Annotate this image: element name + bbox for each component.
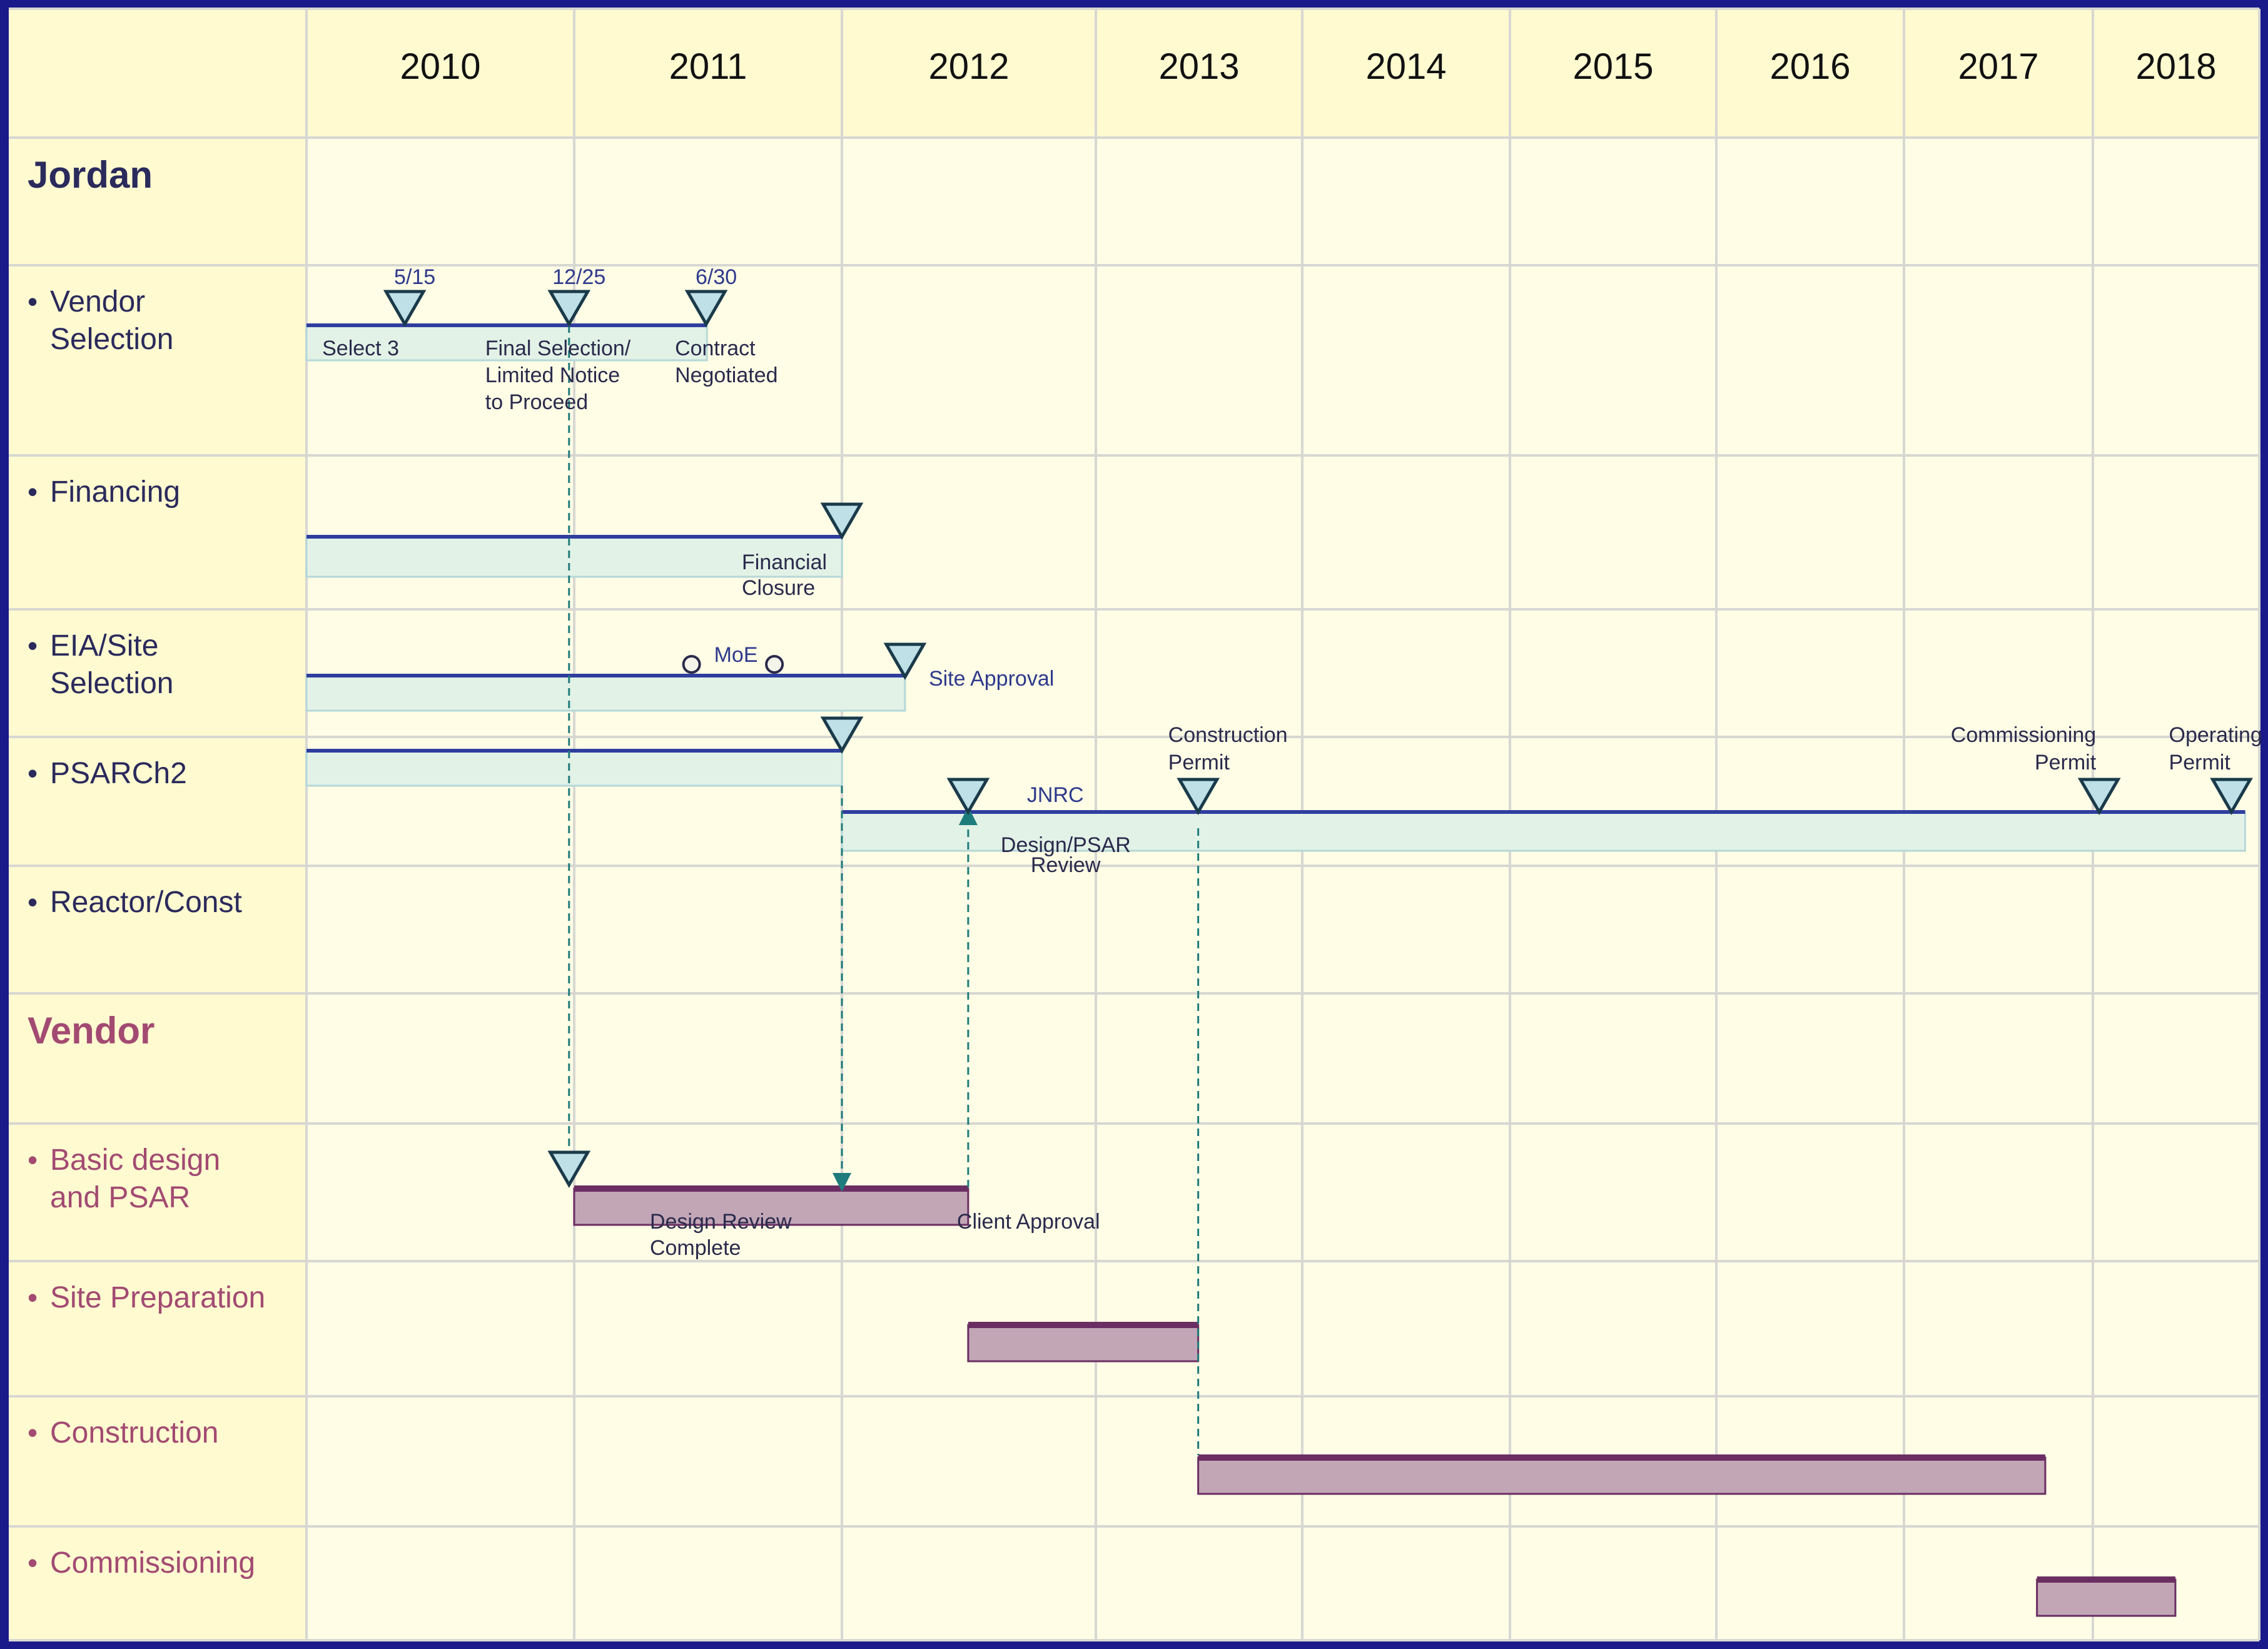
section-label-vendor: Vendor — [28, 1010, 154, 1052]
milestone-caption: Site Approval — [929, 667, 1054, 691]
milestone-caption: to Proceed — [485, 390, 588, 414]
bullet-icon: • — [28, 1144, 38, 1176]
milestone-caption: Operating — [2169, 723, 2262, 747]
circle-marker-icon — [765, 655, 784, 674]
bullet-icon: • — [28, 1546, 38, 1579]
task-bar-body — [841, 811, 2246, 852]
year-label-2010: 2010 — [400, 46, 480, 87]
task-bar-jnrc-design-psar-review — [841, 810, 2246, 852]
milestone-triangle-icon — [547, 1150, 591, 1189]
milestone-triangle-icon — [684, 290, 728, 328]
backgrounds — [9, 9, 2259, 1640]
milestone-triangle-icon — [383, 290, 427, 328]
milestones — [383, 290, 2253, 1189]
task-bar-site-preparation — [967, 1322, 1200, 1362]
year-label-2018: 2018 — [2135, 46, 2216, 87]
row-label: Vendor — [50, 285, 145, 318]
milestone-triangle-icon — [2210, 778, 2253, 816]
milestone-date-label: 6/30 — [696, 265, 737, 289]
row-label: Selection — [50, 323, 173, 356]
milestone-triangle-icon — [946, 778, 990, 816]
task-bar-body — [305, 749, 843, 787]
milestone-caption: Contract — [675, 337, 756, 360]
year-headers: 2010 2011 2012 2013 2014 2015 2016 2017 2018 — [400, 46, 2216, 87]
task-bar-body — [305, 324, 708, 362]
milestone-date-label: 5/15 — [394, 265, 435, 289]
bullet-icon: • — [28, 886, 38, 918]
dependency-lines — [568, 325, 1200, 1455]
year-label-2016: 2016 — [1769, 46, 1850, 87]
year-header-band — [9, 9, 2259, 138]
milestone-caption: Permit — [2169, 751, 2231, 774]
milestone-caption: Commissioning — [1951, 723, 2096, 747]
milestone-caption: Select 3 — [322, 337, 399, 360]
task-bar-financing — [305, 535, 843, 578]
task-bar-vendor-selection — [305, 323, 708, 362]
year-label-2017: 2017 — [1958, 46, 2038, 87]
task-bar-psarch2 — [305, 749, 843, 787]
task-bar-body — [305, 535, 843, 578]
bullet-icon: • — [28, 475, 38, 508]
row-label: Basic design — [50, 1144, 220, 1177]
milestone-caption: Permit — [2035, 751, 2097, 774]
milestone-caption: Review — [1031, 853, 1101, 877]
bar-annotation: Complete — [650, 1236, 741, 1260]
row-label: Commissioning — [50, 1546, 255, 1580]
row-label: PSARCh2 — [50, 757, 187, 790]
section-label-jordan: Jordan — [28, 154, 153, 196]
milestone-caption: Financial — [742, 551, 827, 574]
milestone-triangle-icon — [1177, 778, 1220, 816]
year-label-2015: 2015 — [1572, 46, 1653, 87]
bullet-icon: • — [28, 285, 38, 318]
bullet-icon: • — [28, 1281, 38, 1314]
milestone-triangle-icon — [547, 290, 591, 328]
bullet-icon: • — [28, 629, 38, 662]
year-label-2013: 2013 — [1158, 46, 1239, 87]
row-label: EIA/Site — [50, 629, 158, 662]
task-bar-body — [305, 674, 906, 712]
milestone-triangle-icon — [2077, 778, 2121, 816]
row-label: Construction — [50, 1416, 218, 1449]
task-bar-basic-design-and-psar — [573, 1185, 969, 1226]
year-label-2014: 2014 — [1365, 46, 1446, 87]
task-bar-eia-site-selection — [305, 674, 906, 712]
row-label: Reactor/Const — [50, 886, 242, 919]
milestone-caption: Final Selection/ — [485, 337, 631, 360]
bar-annotation: Client Approval — [957, 1210, 1100, 1234]
milestone-date-label: 12/25 — [552, 265, 605, 289]
milestone-caption: Design/PSAR — [1001, 833, 1131, 857]
task-bar-body — [2036, 1578, 2177, 1617]
label-column-band — [9, 9, 306, 1640]
bullet-icon: • — [28, 757, 38, 789]
circle-marker-label: MoE — [714, 643, 758, 667]
row-label: Selection — [50, 667, 173, 700]
task-bar-body — [1197, 1456, 2047, 1495]
milestone-caption: JNRC — [1027, 783, 1084, 807]
milestone-triangle-icon — [883, 642, 927, 681]
task-bar-construction — [1197, 1454, 2047, 1495]
milestone-labels: 5/15 Select 3 12/25 Final Selection/Limited… — [322, 265, 2262, 1260]
milestone-triangle-icon — [820, 502, 864, 540]
task-bar-commissioning — [2036, 1576, 2177, 1617]
circle-marker-icon — [682, 655, 701, 674]
milestone-caption: Limited Notice — [485, 363, 620, 387]
bullet-icon: • — [28, 1416, 38, 1449]
milestone-caption: Closure — [742, 576, 815, 600]
milestone-caption: Permit — [1168, 751, 1230, 774]
task-bars — [305, 323, 2246, 1617]
milestone-caption: Construction — [1168, 723, 1288, 747]
row-label: Site Preparation — [50, 1281, 265, 1314]
row-labels: Jordan • Vendor Selection • Financing • EIA/Sit… — [28, 154, 265, 1580]
year-label-2011: 2011 — [669, 46, 747, 87]
row-label: Financing — [50, 475, 180, 509]
row-label: and PSAR — [50, 1181, 190, 1214]
milestone-caption: Negotiated — [675, 363, 777, 387]
year-label-2012: 2012 — [928, 46, 1009, 87]
bar-annotation: Design Review — [650, 1210, 792, 1234]
milestone-triangle-icon — [820, 716, 864, 754]
task-bar-body — [967, 1324, 1200, 1362]
